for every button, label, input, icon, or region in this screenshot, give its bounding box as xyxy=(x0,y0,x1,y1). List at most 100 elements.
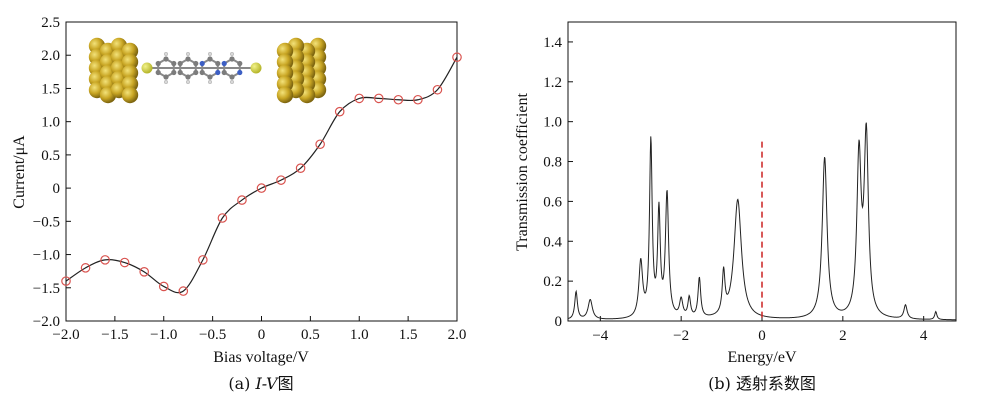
carbon-atom xyxy=(155,69,161,76)
hydrogen-atom xyxy=(185,51,191,57)
panel-a-y-tick-label: −0.5 xyxy=(33,214,60,230)
panel-a-iv-chart: −2.0 −1.5 −1.0 −0.5 0 0.5 1.0 1.5 2.0 2.5 2.0 1.5 1.… xyxy=(11,15,466,393)
panel-a-y-axis-label: Current/μA xyxy=(11,135,28,209)
iv-data-point xyxy=(119,257,130,268)
iv-data-point xyxy=(413,94,423,105)
panel-a-y-tick-label: 1.5 xyxy=(41,81,60,97)
iv-data-point xyxy=(100,255,110,265)
hydrogen-atom xyxy=(207,51,213,57)
panel-b-y-axis-label: Transmission coefficient xyxy=(514,93,531,251)
panel-a-markers xyxy=(61,52,462,296)
panel-a-x-tick-label: −0.5 xyxy=(199,327,226,343)
carbon-atom xyxy=(163,74,169,80)
panel-a-x-tick-label: 2.0 xyxy=(448,327,467,343)
iv-data-point xyxy=(334,106,345,117)
panel-a-y-tick-label: −2.0 xyxy=(33,314,60,330)
panel-a-caption-suffix: 图 xyxy=(278,374,294,393)
panel-b-y-tick-label: 1.4 xyxy=(543,35,562,51)
molecular-junction-inset xyxy=(88,37,327,104)
panel-a-x-tick-label: 0 xyxy=(258,327,266,343)
iv-data-point xyxy=(61,276,71,286)
sulfur-atom xyxy=(250,62,262,74)
carbon-atom xyxy=(207,56,213,62)
iv-data-point xyxy=(295,163,306,173)
panel-b-y-tick-label: 1.2 xyxy=(543,75,562,91)
hydrogen-atom xyxy=(163,51,169,57)
iv-data-point xyxy=(256,183,267,193)
panel-b-y-tick-label: 0.4 xyxy=(543,234,562,250)
panel-a-caption-prefix: (a) xyxy=(228,374,255,393)
panel-a-x-axis-label: Bias voltage/V xyxy=(213,349,309,366)
carbon-atom xyxy=(185,56,191,62)
carbon-atom xyxy=(229,74,235,80)
panel-b-caption-prefix: (b) xyxy=(708,374,736,393)
carbon-atom xyxy=(193,60,199,67)
panel-b-x-tick-label: −2 xyxy=(673,328,689,344)
iv-data-point xyxy=(178,286,189,296)
carbon-atom xyxy=(185,74,191,80)
panel-b-y-tick-label: 0.8 xyxy=(543,155,562,171)
panel-a-y-tick-label: −1.5 xyxy=(33,281,60,297)
iv-data-point xyxy=(158,281,169,292)
iv-data-point xyxy=(80,263,91,273)
panel-a-y-tick-label: 1.0 xyxy=(41,115,60,131)
panel-a-y-tick-label: 2.0 xyxy=(41,48,60,64)
hydrogen-atom xyxy=(229,79,235,85)
sulfur-atom xyxy=(141,62,153,74)
carbon-atom xyxy=(171,69,177,76)
panel-b-ticks: −4 −2 0 2 4 1.4 1.2 1.0 0.8 0.6 0.4 0.2 0 xyxy=(543,35,928,344)
iv-curve-line xyxy=(65,56,458,294)
iv-data-point xyxy=(354,93,365,104)
panel-b-transmission-chart: −4 −2 0 2 41.41.21.00.80.60.40.20 Energy/eV … xyxy=(514,21,957,393)
left-gold-electrode xyxy=(88,37,139,104)
carbon-atom xyxy=(221,69,227,76)
panel-a-caption: (a) I-V图 xyxy=(228,374,293,393)
iv-data-point xyxy=(276,175,286,185)
carbon-atom xyxy=(155,60,161,67)
hydrogen-atom xyxy=(207,79,213,85)
right-gold-electrode xyxy=(276,37,327,104)
panel-a-y-tick-label: 0.5 xyxy=(41,148,60,164)
carbon-atom xyxy=(177,60,183,67)
iv-data-point xyxy=(452,52,462,63)
panel-a-x-tick-label: −1.5 xyxy=(101,327,128,343)
iv-data-point xyxy=(315,139,325,150)
iv-data-point xyxy=(373,93,384,104)
panel-a-x-tick-label: 0.5 xyxy=(301,327,320,343)
nitrogen-atom xyxy=(221,60,227,67)
iv-data-point xyxy=(237,195,247,205)
molecule xyxy=(141,51,262,85)
iv-data-point xyxy=(217,213,228,223)
panel-a-x-tick-label: 1.0 xyxy=(350,327,369,343)
iv-data-point xyxy=(198,255,208,265)
panel-b-x-axis-label: Energy/eV xyxy=(727,349,796,366)
carbon-atom xyxy=(163,56,169,62)
panel-b-y-tick-label: 0.2 xyxy=(543,274,562,290)
carbon-atom xyxy=(207,74,213,80)
panel-b-caption: (b) 透射系数图 xyxy=(708,374,816,393)
carbon-atom xyxy=(177,69,183,76)
nitrogen-atom xyxy=(215,69,221,76)
panel-a-x-tick-label: −1.0 xyxy=(150,327,177,343)
panel-a-y-tick-label: −1.0 xyxy=(33,248,60,264)
panel-b-x-tick-label: 0 xyxy=(758,328,766,344)
gold-atom xyxy=(121,86,139,104)
panel-a-ticks: −2.0 −1.5 −1.0 −0.5 0 0.5 1.0 1.5 2.0 2.5 2.0 1.5 1.… xyxy=(33,15,467,343)
panel-a-x-tick-label: −2.0 xyxy=(52,327,79,343)
hydrogen-atom xyxy=(163,79,169,85)
panel-a-x-tick-label: 1.5 xyxy=(399,327,418,343)
nitrogen-atom xyxy=(237,69,243,76)
carbon-atom xyxy=(237,60,243,67)
panel-a-caption-iv: I-V xyxy=(254,374,279,393)
carbon-atom xyxy=(193,69,199,76)
panel-b-x-tick-label: −4 xyxy=(592,328,608,344)
carbon-atom xyxy=(171,60,177,67)
panel-b-y-tick-label: 0 xyxy=(555,314,563,330)
panel-b-x-tick-label: 4 xyxy=(920,328,928,344)
panel-b-y-tick-label: 1.0 xyxy=(543,115,562,131)
carbon-atom xyxy=(199,69,205,76)
carbon-atom xyxy=(229,56,235,62)
panel-b-caption-suffix: 透射系数图 xyxy=(736,374,816,393)
panel-b-x-tick-label: 2 xyxy=(839,328,847,344)
